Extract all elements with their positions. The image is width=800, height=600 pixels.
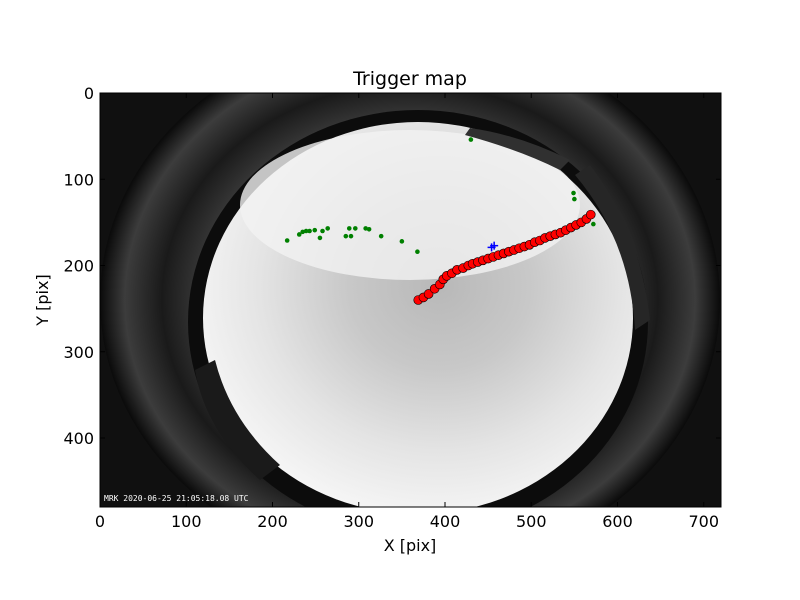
x-tick-label: 300 xyxy=(343,512,374,531)
green-point xyxy=(348,233,354,239)
green-point xyxy=(317,235,323,241)
x-axis: 0 100 200 300 400 500 600 700 xyxy=(95,93,719,531)
red-point xyxy=(585,209,596,220)
chart-title: Trigger map xyxy=(352,68,467,90)
green-point xyxy=(353,226,358,231)
green-point xyxy=(346,226,352,231)
data-points xyxy=(284,137,596,305)
x-tick-label: 0 xyxy=(95,512,105,531)
y-tick-label: 100 xyxy=(63,170,94,189)
green-point xyxy=(399,239,405,244)
y-tick-label: 200 xyxy=(63,257,94,276)
green-point xyxy=(325,226,331,231)
green-point xyxy=(300,229,305,235)
plot-frame xyxy=(99,92,722,508)
green-point xyxy=(415,249,420,254)
green-point xyxy=(591,221,596,227)
x-axis-label: X [pix] xyxy=(384,536,437,555)
green-point xyxy=(343,233,349,239)
x-tick-label: 200 xyxy=(257,512,288,531)
green-point xyxy=(363,226,368,231)
x-tick-label: 700 xyxy=(688,512,719,531)
y-tick-label: 0 xyxy=(84,84,94,103)
y-tick-label: 400 xyxy=(63,429,94,448)
sky-camera-image xyxy=(100,93,721,507)
x-tick-label: 400 xyxy=(430,512,461,531)
green-point xyxy=(572,196,577,202)
x-tick-label: 100 xyxy=(171,512,202,531)
green-point xyxy=(366,226,372,232)
green-point xyxy=(296,232,302,237)
x-tick-label: 600 xyxy=(602,512,633,531)
blue-plus-point xyxy=(490,241,499,250)
x-tick-label: 500 xyxy=(516,512,547,531)
timestamp-stamp: MRK 2020-06-25 21:05:18.08 UTC xyxy=(104,494,249,503)
y-axis-label: Y [pix] xyxy=(33,274,52,326)
green-point xyxy=(303,228,309,234)
y-tick-label: 300 xyxy=(63,343,94,362)
y-axis: 0 100 200 300 400 xyxy=(63,84,721,448)
green-point xyxy=(307,228,312,234)
green-point xyxy=(378,233,384,239)
green-point xyxy=(284,238,290,243)
green-point xyxy=(571,190,576,196)
green-point xyxy=(468,137,474,142)
green-point xyxy=(312,227,318,233)
green-point xyxy=(320,228,325,234)
